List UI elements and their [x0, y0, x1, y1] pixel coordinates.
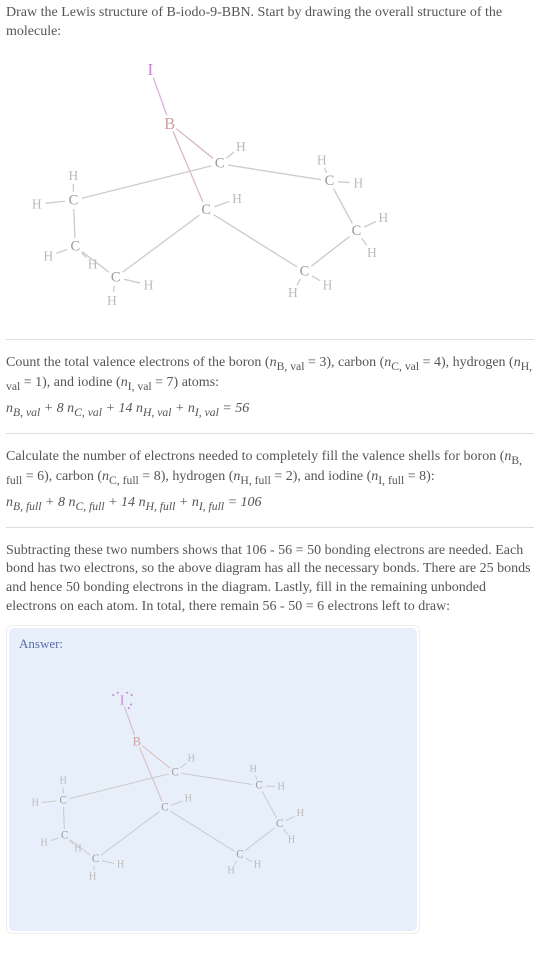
- answer-diagram: IBCCCCCCCCHHHHHHHHHHHHHH: [19, 652, 399, 922]
- svg-text:C: C: [92, 853, 99, 865]
- svg-text:H: H: [69, 168, 79, 183]
- conclusion-text: Subtracting these two numbers shows that…: [6, 542, 534, 618]
- count-formula: nB, val + 8 nC, val + 14 nH, val + nI, v…: [6, 401, 534, 419]
- svg-text:B: B: [164, 114, 175, 133]
- divider: [6, 527, 534, 528]
- svg-text:C: C: [201, 202, 211, 218]
- count-text: Count the total valence electrons of the…: [6, 354, 534, 395]
- svg-text:C: C: [352, 223, 362, 239]
- svg-text:H: H: [43, 248, 53, 263]
- intro-text: Draw the Lewis structure of B-iodo-9-BBN…: [6, 4, 534, 42]
- svg-text:H: H: [89, 871, 97, 882]
- svg-text:C: C: [215, 156, 225, 172]
- svg-text:I: I: [148, 60, 154, 79]
- svg-text:H: H: [236, 139, 246, 154]
- answer-box: Answer: IBCCCCCCCCHHHHHHHHHHHHHH: [6, 625, 420, 934]
- svg-text:H: H: [288, 835, 296, 846]
- svg-text:C: C: [60, 794, 67, 806]
- svg-text:H: H: [249, 764, 257, 775]
- divider: [6, 339, 534, 340]
- svg-text:C: C: [69, 192, 79, 208]
- fill-text: Calculate the number of electrons needed…: [6, 448, 534, 489]
- svg-text:H: H: [32, 196, 42, 211]
- svg-text:H: H: [185, 793, 193, 804]
- svg-text:H: H: [117, 860, 125, 871]
- svg-text:H: H: [297, 808, 305, 819]
- svg-text:H: H: [317, 152, 327, 167]
- svg-text:H: H: [107, 293, 117, 308]
- svg-text:H: H: [288, 285, 298, 300]
- svg-text:C: C: [276, 818, 283, 830]
- svg-text:H: H: [40, 838, 48, 849]
- svg-text:H: H: [277, 782, 285, 793]
- svg-text:C: C: [111, 269, 121, 285]
- svg-text:C: C: [61, 830, 68, 842]
- svg-text:C: C: [161, 802, 168, 814]
- svg-text:H: H: [379, 210, 389, 225]
- svg-text:H: H: [31, 798, 39, 809]
- svg-text:C: C: [171, 766, 178, 778]
- svg-text:H: H: [59, 776, 67, 787]
- svg-text:H: H: [144, 277, 154, 292]
- svg-text:H: H: [227, 866, 235, 877]
- svg-text:H: H: [323, 277, 333, 292]
- svg-text:C: C: [325, 173, 335, 189]
- svg-text:H: H: [232, 191, 242, 206]
- answer-label: Answer:: [19, 636, 407, 652]
- svg-text:H: H: [88, 256, 98, 271]
- divider: [6, 433, 534, 434]
- svg-text:C: C: [70, 238, 80, 254]
- fill-formula: nB, full + 8 nC, full + 14 nH, full + nI…: [6, 495, 534, 513]
- svg-text:H: H: [367, 245, 377, 260]
- svg-text:H: H: [353, 175, 363, 190]
- structure-diagram: IBCCCCCCCCHHHHHHHHHHHHHH: [6, 54, 522, 312]
- svg-text:I: I: [120, 693, 124, 708]
- svg-text:H: H: [188, 754, 196, 765]
- svg-text:H: H: [74, 843, 82, 854]
- svg-text:C: C: [236, 849, 243, 861]
- svg-text:H: H: [254, 860, 262, 871]
- svg-text:B: B: [133, 734, 141, 748]
- svg-text:C: C: [255, 780, 262, 792]
- svg-text:C: C: [300, 263, 310, 279]
